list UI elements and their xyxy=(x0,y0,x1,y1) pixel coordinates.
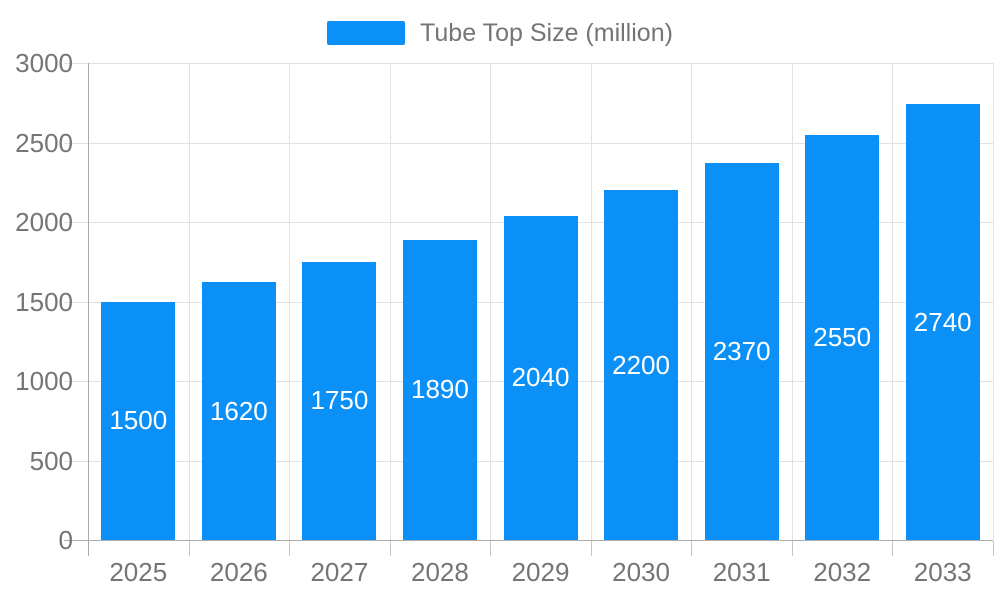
bar[interactable]: 2200 xyxy=(604,190,679,540)
gridline-v xyxy=(590,63,592,540)
bar-value-label: 1890 xyxy=(411,374,469,405)
y-tick-mark xyxy=(64,460,88,462)
x-axis-tick-label: 2030 xyxy=(612,557,670,587)
bar[interactable]: 1500 xyxy=(101,301,176,540)
legend[interactable]: Tube Top Size (million) xyxy=(0,17,1000,49)
x-tick-mark xyxy=(791,541,793,556)
x-axis-line xyxy=(64,540,993,541)
gridline-v xyxy=(289,63,291,540)
gridline-v xyxy=(892,63,894,540)
y-axis-tick-label: 0 xyxy=(58,525,73,555)
legend-label: Tube Top Size (million) xyxy=(420,18,673,47)
gridline-v xyxy=(490,63,492,540)
y-tick-mark xyxy=(64,63,88,64)
x-axis-tick-label: 2029 xyxy=(511,557,570,587)
bar-value-label: 1620 xyxy=(209,395,268,426)
bar-value-label: 1750 xyxy=(310,385,369,416)
y-tick-mark xyxy=(64,301,88,303)
bar-value-label: 2550 xyxy=(813,321,872,352)
bar[interactable]: 2370 xyxy=(704,163,779,540)
gridline-v xyxy=(993,63,994,540)
gridline-v xyxy=(389,63,391,540)
y-axis-tick-label: 2000 xyxy=(15,207,73,237)
gridline-h xyxy=(88,142,993,144)
bar-value-label: 2040 xyxy=(511,362,570,393)
x-tick-mark xyxy=(590,541,592,556)
x-axis-tick-label: 2028 xyxy=(411,557,469,587)
y-axis-tick-label: 2500 xyxy=(15,127,73,158)
y-tick-mark xyxy=(64,142,88,144)
bar[interactable]: 2550 xyxy=(805,134,880,540)
bar[interactable]: 2040 xyxy=(503,215,578,540)
bar-value-label: 2740 xyxy=(913,306,972,337)
x-axis-tick-label: 2025 xyxy=(109,557,168,587)
gridline-v xyxy=(691,63,693,540)
gridline-v xyxy=(188,63,190,540)
x-tick-mark xyxy=(993,541,994,556)
y-axis-line xyxy=(88,63,89,556)
plot-area: 1500 1620 1750 1890 2040 2200 2370 2550 2740 xyxy=(88,63,994,540)
x-axis-tick-label: 2027 xyxy=(310,557,369,587)
y-tick-mark xyxy=(64,381,88,382)
gridline-h xyxy=(88,63,993,64)
bar[interactable]: 2740 xyxy=(905,104,980,540)
x-axis-tick-label: 2033 xyxy=(913,557,972,587)
bar[interactable]: 1890 xyxy=(402,239,477,540)
y-axis-tick-label: 500 xyxy=(29,445,73,476)
y-axis-tick-label: 1500 xyxy=(15,286,73,317)
y-tick-mark xyxy=(64,222,88,223)
x-tick-mark xyxy=(691,541,693,556)
x-axis-tick-label: 2032 xyxy=(813,557,872,587)
x-tick-mark xyxy=(490,541,492,556)
x-tick-mark xyxy=(188,541,190,556)
bar-value-label: 2200 xyxy=(612,349,670,380)
y-axis-tick-label: 3000 xyxy=(15,48,73,78)
x-tick-mark xyxy=(289,541,291,556)
bar[interactable]: 1620 xyxy=(201,282,276,540)
gridline-v xyxy=(791,63,793,540)
x-axis-tick-label: 2026 xyxy=(209,557,268,587)
bar-value-label: 2370 xyxy=(712,336,771,367)
bar[interactable]: 1750 xyxy=(302,261,377,540)
bar-value-label: 1500 xyxy=(109,405,168,436)
x-tick-mark xyxy=(892,541,894,556)
x-axis-tick-label: 2031 xyxy=(712,557,771,587)
y-axis-tick-label: 1000 xyxy=(15,366,73,396)
x-tick-mark xyxy=(389,541,391,556)
legend-swatch xyxy=(327,21,406,45)
